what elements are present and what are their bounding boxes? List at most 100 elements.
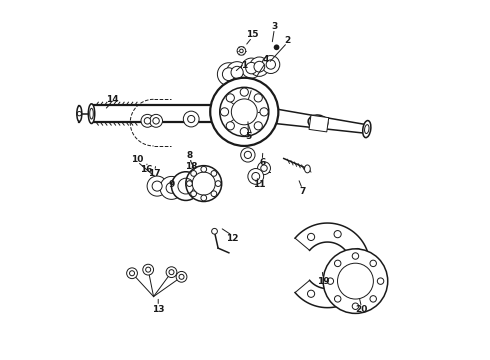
Circle shape [370,260,376,267]
Circle shape [220,108,229,116]
Circle shape [191,171,196,176]
Circle shape [160,176,183,199]
Circle shape [179,274,184,279]
Circle shape [370,296,376,302]
Circle shape [252,172,260,180]
Circle shape [260,108,268,116]
Text: 3: 3 [271,22,277,31]
Circle shape [245,151,251,158]
Circle shape [226,62,248,83]
Text: 19: 19 [317,276,329,285]
Circle shape [187,181,192,186]
Circle shape [323,249,388,314]
Circle shape [231,66,243,78]
Circle shape [152,181,162,191]
Circle shape [254,61,265,72]
Circle shape [226,94,234,102]
Circle shape [335,296,341,302]
Circle shape [212,228,218,234]
Text: 9: 9 [168,180,174,189]
Circle shape [149,114,163,127]
Circle shape [144,118,151,124]
Circle shape [266,60,275,69]
Circle shape [242,58,262,78]
Text: 4: 4 [263,55,269,64]
Text: 1: 1 [241,62,247,71]
Circle shape [352,303,359,310]
Polygon shape [277,109,368,133]
Ellipse shape [363,121,371,138]
Circle shape [274,44,279,50]
Ellipse shape [88,104,95,123]
Text: 14: 14 [106,95,119,104]
Text: 17: 17 [148,169,161,178]
Ellipse shape [304,165,310,173]
Circle shape [308,290,315,297]
Circle shape [143,264,153,275]
Circle shape [211,191,217,197]
Circle shape [262,55,280,73]
Circle shape [354,248,361,256]
Circle shape [215,181,221,186]
Text: 11: 11 [253,180,266,189]
Circle shape [240,88,248,96]
Circle shape [377,278,384,284]
Text: 5: 5 [245,132,252,141]
Circle shape [210,78,278,146]
Circle shape [201,195,207,201]
Circle shape [334,293,341,300]
Circle shape [192,172,215,195]
Circle shape [254,122,262,130]
Circle shape [201,166,207,172]
Text: 18: 18 [185,162,197,171]
Circle shape [354,275,361,282]
Circle shape [254,94,262,102]
Circle shape [352,253,359,259]
Bar [309,115,329,132]
Circle shape [334,230,341,238]
Circle shape [186,166,221,202]
Circle shape [129,271,135,276]
Circle shape [141,114,154,127]
Text: 7: 7 [299,187,306,196]
Circle shape [261,165,267,171]
Circle shape [245,62,257,74]
Circle shape [218,63,240,86]
Circle shape [335,260,341,267]
Circle shape [147,176,167,196]
Circle shape [166,267,177,278]
Circle shape [211,171,217,176]
Circle shape [188,116,195,123]
Circle shape [146,267,151,272]
Circle shape [226,122,234,130]
Circle shape [308,233,315,240]
Circle shape [222,68,235,81]
Circle shape [169,270,174,275]
Text: 2: 2 [284,36,291,45]
Circle shape [327,278,334,284]
Circle shape [250,57,269,76]
Circle shape [126,268,137,279]
Circle shape [258,162,270,175]
Circle shape [153,118,159,124]
Circle shape [231,99,257,125]
Circle shape [241,148,255,162]
Circle shape [338,263,373,299]
Text: 13: 13 [152,305,165,314]
Circle shape [248,168,264,184]
Circle shape [166,183,177,193]
Circle shape [176,271,187,282]
Text: 8: 8 [186,151,193,160]
Ellipse shape [77,106,82,122]
Circle shape [191,191,196,197]
Text: 15: 15 [246,30,258,39]
Circle shape [240,127,248,136]
Text: 20: 20 [355,305,368,314]
Text: 12: 12 [226,234,239,243]
Circle shape [237,46,245,55]
Text: 10: 10 [131,155,144,164]
Circle shape [183,111,199,127]
Text: 16: 16 [140,166,152,175]
Ellipse shape [308,115,328,130]
Text: 6: 6 [259,158,266,167]
